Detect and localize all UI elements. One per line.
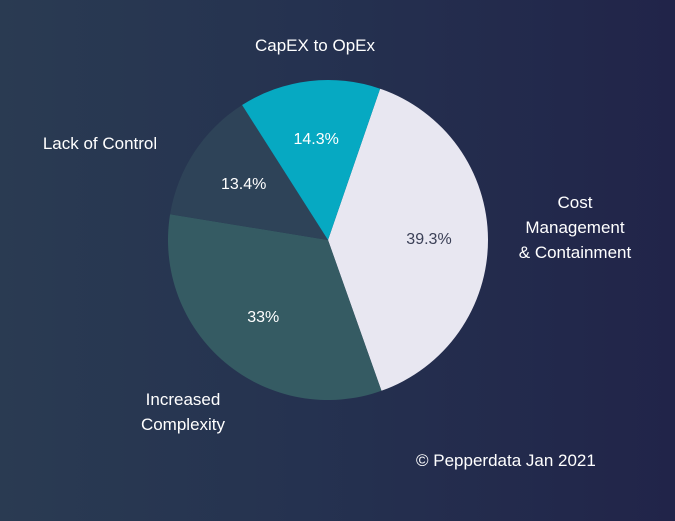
pie-slice-0 [328, 88, 488, 391]
pie-slice-1 [168, 214, 382, 401]
copyright-text: © Pepperdata Jan 2021 [416, 451, 596, 470]
label-cost-management: Cost Management & Containment [518, 193, 632, 262]
slice-value-label-3: 14.3% [293, 131, 338, 148]
pie-slice-3 [242, 80, 381, 240]
pie-slice-2 [170, 105, 328, 240]
slice-value-label-1: 33% [247, 309, 279, 326]
label-lack-of-control: Lack of Control [42, 134, 158, 153]
slice-value-label-2: 13.4% [221, 176, 266, 193]
label-capex-to-opex: CapEX to OpEx [254, 36, 375, 55]
label-increased-complexity: Increased Complexity [140, 390, 226, 434]
slice-value-label-0: 39.3% [406, 231, 451, 248]
